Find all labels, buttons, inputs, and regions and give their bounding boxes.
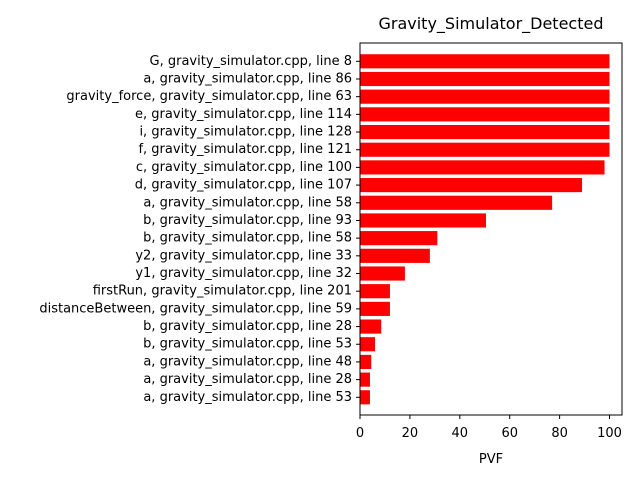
bar: [360, 125, 610, 139]
y-tick-label: b, gravity_simulator.cpp, line 93: [143, 213, 352, 228]
bar: [360, 319, 381, 333]
y-tick-label: a, gravity_simulator.cpp, line 86: [143, 71, 352, 86]
y-tick-label: b, gravity_simulator.cpp, line 58: [143, 231, 352, 246]
bar: [360, 231, 437, 245]
y-tick-label: f, gravity_simulator.cpp, line 121: [138, 142, 352, 157]
x-tick-label: 0: [356, 426, 364, 441]
x-tick-label: 80: [551, 426, 568, 441]
bar: [360, 178, 582, 192]
bar: [360, 107, 610, 121]
bar: [360, 390, 370, 404]
x-axis-label: PVF: [479, 452, 503, 467]
y-tick-label: i, gravity_simulator.cpp, line 128: [139, 125, 352, 140]
y-tick-label: a, gravity_simulator.cpp, line 28: [143, 372, 352, 387]
y-tick-label: b, gravity_simulator.cpp, line 28: [143, 319, 352, 334]
y-tick-label: e, gravity_simulator.cpp, line 114: [135, 107, 352, 122]
y-tick-label: gravity_force, gravity_simulator.cpp, li…: [66, 89, 352, 104]
bar: [360, 213, 486, 227]
bar: [360, 72, 610, 86]
y-tick-label: a, gravity_simulator.cpp, line 48: [143, 354, 352, 369]
chart-title: Gravity_Simulator_Detected: [378, 14, 603, 34]
y-tick-labels: G, gravity_simulator.cpp, line 8 a, gravi…: [39, 54, 360, 405]
bar: [360, 249, 430, 263]
bar: [360, 90, 610, 104]
bar: [360, 355, 371, 369]
bar: [360, 143, 610, 157]
x-tick-label: 40: [452, 426, 469, 441]
x-tick-label: 60: [501, 426, 518, 441]
y-tick-label: d, gravity_simulator.cpp, line 107: [135, 178, 352, 193]
y-tick-label: y2, gravity_simulator.cpp, line 33: [135, 248, 352, 263]
x-tick-label: 100: [597, 426, 622, 441]
x-axis: 0 20 40 60 80 100: [356, 415, 622, 441]
y-tick-label: firstRun, gravity_simulator.cpp, line 20…: [93, 284, 352, 299]
y-tick-label: a, gravity_simulator.cpp, line 53: [143, 390, 352, 405]
bars-group: [360, 54, 610, 404]
x-tick-label: 20: [402, 426, 419, 441]
y-tick-label: y1, gravity_simulator.cpp, line 32: [135, 266, 352, 281]
bar: [360, 54, 610, 68]
bar: [360, 373, 370, 387]
y-tick-label: G, gravity_simulator.cpp, line 8: [150, 54, 352, 69]
bar: [360, 196, 552, 210]
bar: [360, 337, 375, 351]
y-tick-label: distanceBetween, gravity_simulator.cpp, …: [39, 301, 352, 316]
bar: [360, 160, 605, 174]
y-tick-label: a, gravity_simulator.cpp, line 58: [143, 195, 352, 210]
y-tick-label: b, gravity_simulator.cpp, line 53: [143, 337, 352, 352]
bar: [360, 302, 390, 316]
y-tick-label: c, gravity_simulator.cpp, line 100: [136, 160, 352, 175]
bar: [360, 284, 390, 298]
bar: [360, 266, 405, 280]
